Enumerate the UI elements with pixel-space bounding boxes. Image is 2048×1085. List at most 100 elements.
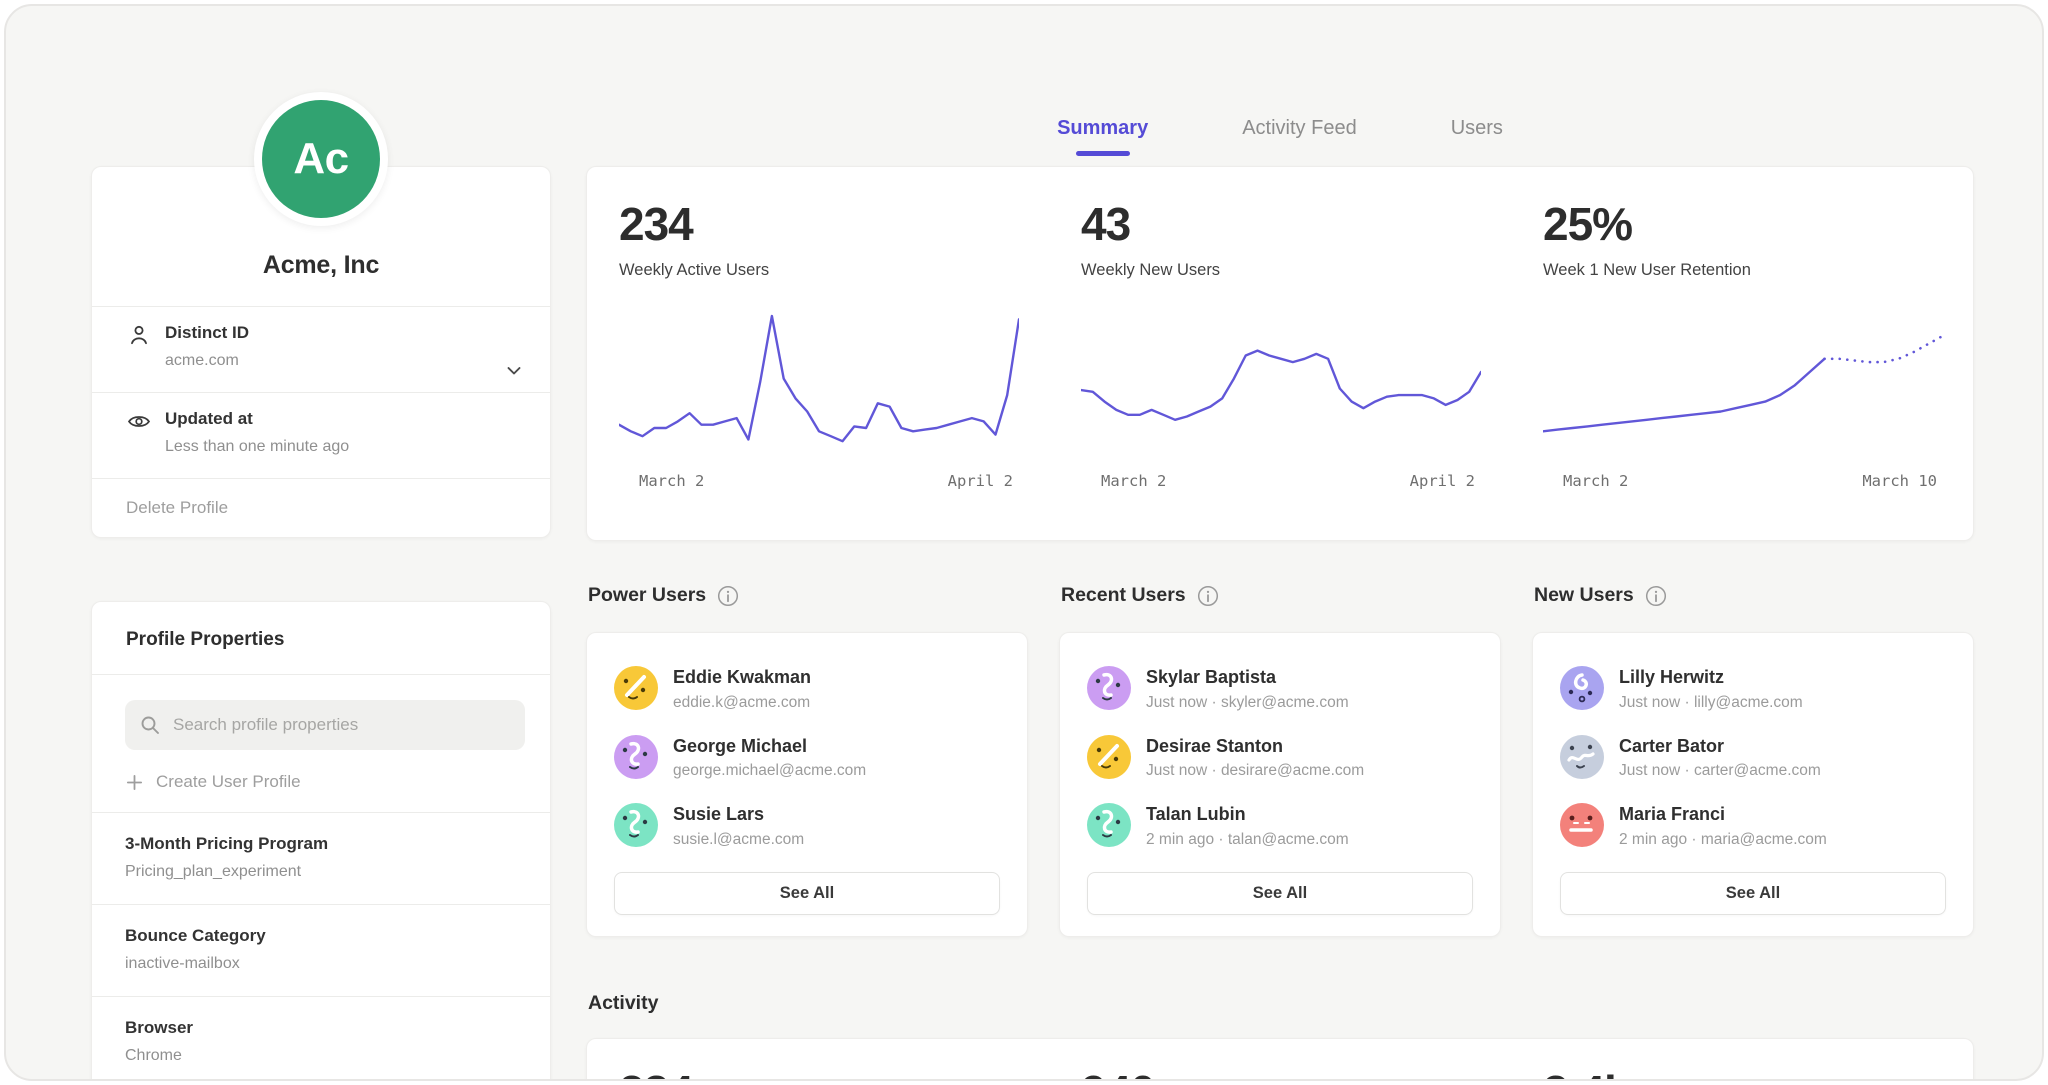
axis-label-start: March 2	[1563, 472, 1629, 490]
stat-weekly-active-users: 234 Weekly Active Users March 2 April 2	[587, 167, 1049, 540]
section-title: New Users	[1534, 584, 1634, 606]
stat-value: 234	[619, 198, 694, 250]
user-detail: Just now · carter@acme.com	[1619, 762, 1821, 780]
user-name: Skylar Baptista	[1146, 667, 1277, 687]
property-label: 3-Month Pricing Program	[125, 834, 329, 853]
user-avatar	[1560, 734, 1604, 779]
user-avatar	[1087, 666, 1131, 710]
field-label: Distinct ID	[165, 323, 250, 342]
user-avatar	[1560, 666, 1604, 710]
info-icon[interactable]	[717, 585, 739, 607]
profile-properties-card: Profile Properties Create User Profile 3…	[91, 601, 551, 1079]
list-item[interactable]: Susie Lars susie.l@acme.com	[614, 803, 1000, 849]
section-title: Recent Users	[1061, 584, 1186, 606]
company-avatar: Ac	[262, 100, 380, 218]
recent-users-section: Recent Users Skylar Baptista Just now · s…	[1059, 584, 1501, 937]
eye-icon	[126, 408, 152, 434]
new-users-section: New Users Lilly Herwitz Just now · lilly@…	[1532, 584, 1974, 937]
user-detail: Just now · desirare@acme.com	[1146, 762, 1365, 780]
user-detail: Just now · lilly@acme.com	[1619, 693, 1803, 711]
property-row[interactable]: Bounce Category inactive-mailbox	[92, 904, 550, 996]
power-users-section: Power Users Eddie Kwakman eddie.k@acme.co…	[586, 584, 1028, 937]
list-item[interactable]: Maria Franci 2 min ago · maria@acme.com	[1560, 803, 1946, 849]
create-user-profile-button[interactable]: Create User Profile	[125, 772, 301, 792]
list-item[interactable]: Eddie Kwakman eddie.k@acme.com	[614, 666, 1000, 712]
list-item[interactable]: Carter Bator Just now · carter@acme.com	[1560, 734, 1946, 781]
axis-label-end: March 10	[1862, 472, 1937, 490]
profile-properties-header: Profile Properties	[92, 602, 550, 675]
axis-label-start: March 2	[639, 472, 705, 490]
profile-head: Acme, Inc	[92, 167, 550, 306]
new-users-card: Lilly Herwitz Just now · lilly@acme.com C…	[1532, 632, 1974, 937]
create-user-profile-label: Create User Profile	[156, 772, 301, 791]
user-detail: 2 min ago · talan@acme.com	[1146, 830, 1349, 848]
axis-label-end: April 2	[1409, 472, 1475, 490]
tab-summary[interactable]: Summary	[1051, 116, 1154, 156]
user-name: Talan Lubin	[1146, 804, 1246, 825]
summary-stats-card: 234 Weekly Active Users March 2 April 2 …	[586, 166, 1974, 541]
user-detail: george.michael@acme.com	[673, 762, 867, 780]
weekly-active-users-chart	[619, 310, 1019, 462]
property-row[interactable]: 3-Month Pricing Program Pricing_plan_exp…	[92, 812, 550, 904]
stat-weekly-new-users: 43 Weekly New Users March 2 April 2	[1049, 167, 1511, 540]
user-name: Lilly Herwitz	[1619, 667, 1725, 687]
list-item[interactable]: Skylar Baptista Just now · skyler@acme.co…	[1087, 666, 1473, 712]
user-avatar	[614, 734, 658, 779]
tab-activity-feed[interactable]: Activity Feed	[1236, 116, 1362, 156]
power-users-card: Eddie Kwakman eddie.k@acme.com George Mic…	[586, 632, 1028, 937]
section-title: Power Users	[588, 584, 707, 606]
user-name: Susie Lars	[673, 804, 765, 825]
axis-label-start: March 2	[1101, 472, 1167, 490]
property-value: Chrome	[125, 1047, 182, 1064]
section-header: Power Users	[588, 584, 1028, 607]
chart-axis: March 2 April 2	[1081, 472, 1481, 490]
activity-title: Activity	[588, 992, 659, 1014]
user-detail: 2 min ago · maria@acme.com	[1619, 830, 1827, 848]
info-icon[interactable]	[1197, 585, 1219, 607]
weekly-new-users-chart	[1081, 310, 1481, 462]
company-avatar-ring: Ac	[254, 92, 388, 226]
distinct-id-row[interactable]: Distinct ID acme.com	[92, 306, 550, 392]
list-item[interactable]: Lilly Herwitz Just now · lilly@acme.com	[1560, 666, 1946, 712]
user-name: Desirae Stanton	[1146, 735, 1284, 756]
search-input[interactable]	[171, 714, 511, 736]
user-name: George Michael	[673, 735, 808, 756]
updated-at-row: Updated at Less than one minute ago	[92, 392, 550, 478]
activity-stat-value: 940	[1081, 1069, 1481, 1079]
property-label: Bounce Category	[125, 926, 266, 945]
search-icon	[141, 716, 159, 734]
stat-week1-retention: 25% Week 1 New User Retention March 2 Ma…	[1511, 167, 1973, 540]
recent-users-card: Skylar Baptista Just now · skyler@acme.co…	[1059, 632, 1501, 937]
field-label: Updated at	[165, 409, 253, 428]
section-header: Recent Users	[1061, 584, 1501, 607]
profile-properties-search	[125, 700, 525, 750]
stat-value: 43	[1081, 198, 1131, 250]
chart-axis: March 2 March 10	[1543, 472, 1943, 490]
section-header: New Users	[1534, 584, 1974, 607]
chevron-down-icon[interactable]	[504, 361, 524, 381]
person-icon	[126, 322, 152, 348]
delete-profile-button[interactable]: Delete Profile	[126, 498, 229, 517]
activity-stat-value: 234	[619, 1069, 1019, 1079]
tab-users[interactable]: Users	[1445, 116, 1509, 156]
stat-value: 25%	[1543, 198, 1633, 250]
activity-stat-value: 3.4k	[1543, 1069, 1943, 1079]
user-avatar	[614, 803, 658, 848]
axis-label-end: April 2	[947, 472, 1013, 490]
list-item[interactable]: Talan Lubin 2 min ago · talan@acme.com	[1087, 803, 1473, 849]
list-item[interactable]: Desirae Stanton Just now · desirare@acme.…	[1087, 734, 1473, 781]
property-row[interactable]: Browser Chrome	[92, 996, 550, 1079]
see-all-button[interactable]: See All	[1087, 871, 1473, 915]
user-avatar	[1087, 803, 1131, 848]
user-name: Maria Franci	[1619, 804, 1726, 825]
list-item[interactable]: George Michael george.michael@acme.com	[614, 734, 1000, 781]
see-all-button[interactable]: See All	[1560, 871, 1946, 915]
see-all-button[interactable]: See All	[614, 871, 1000, 915]
user-sections: Power Users Eddie Kwakman eddie.k@acme.co…	[586, 584, 1974, 937]
user-avatar	[1087, 734, 1131, 779]
week1-retention-chart	[1543, 310, 1943, 462]
info-icon[interactable]	[1645, 585, 1667, 607]
stat-label: Weekly New Users	[1081, 261, 1221, 279]
user-name: Carter Bator	[1619, 735, 1725, 756]
chart-axis: March 2 April 2	[619, 472, 1019, 490]
